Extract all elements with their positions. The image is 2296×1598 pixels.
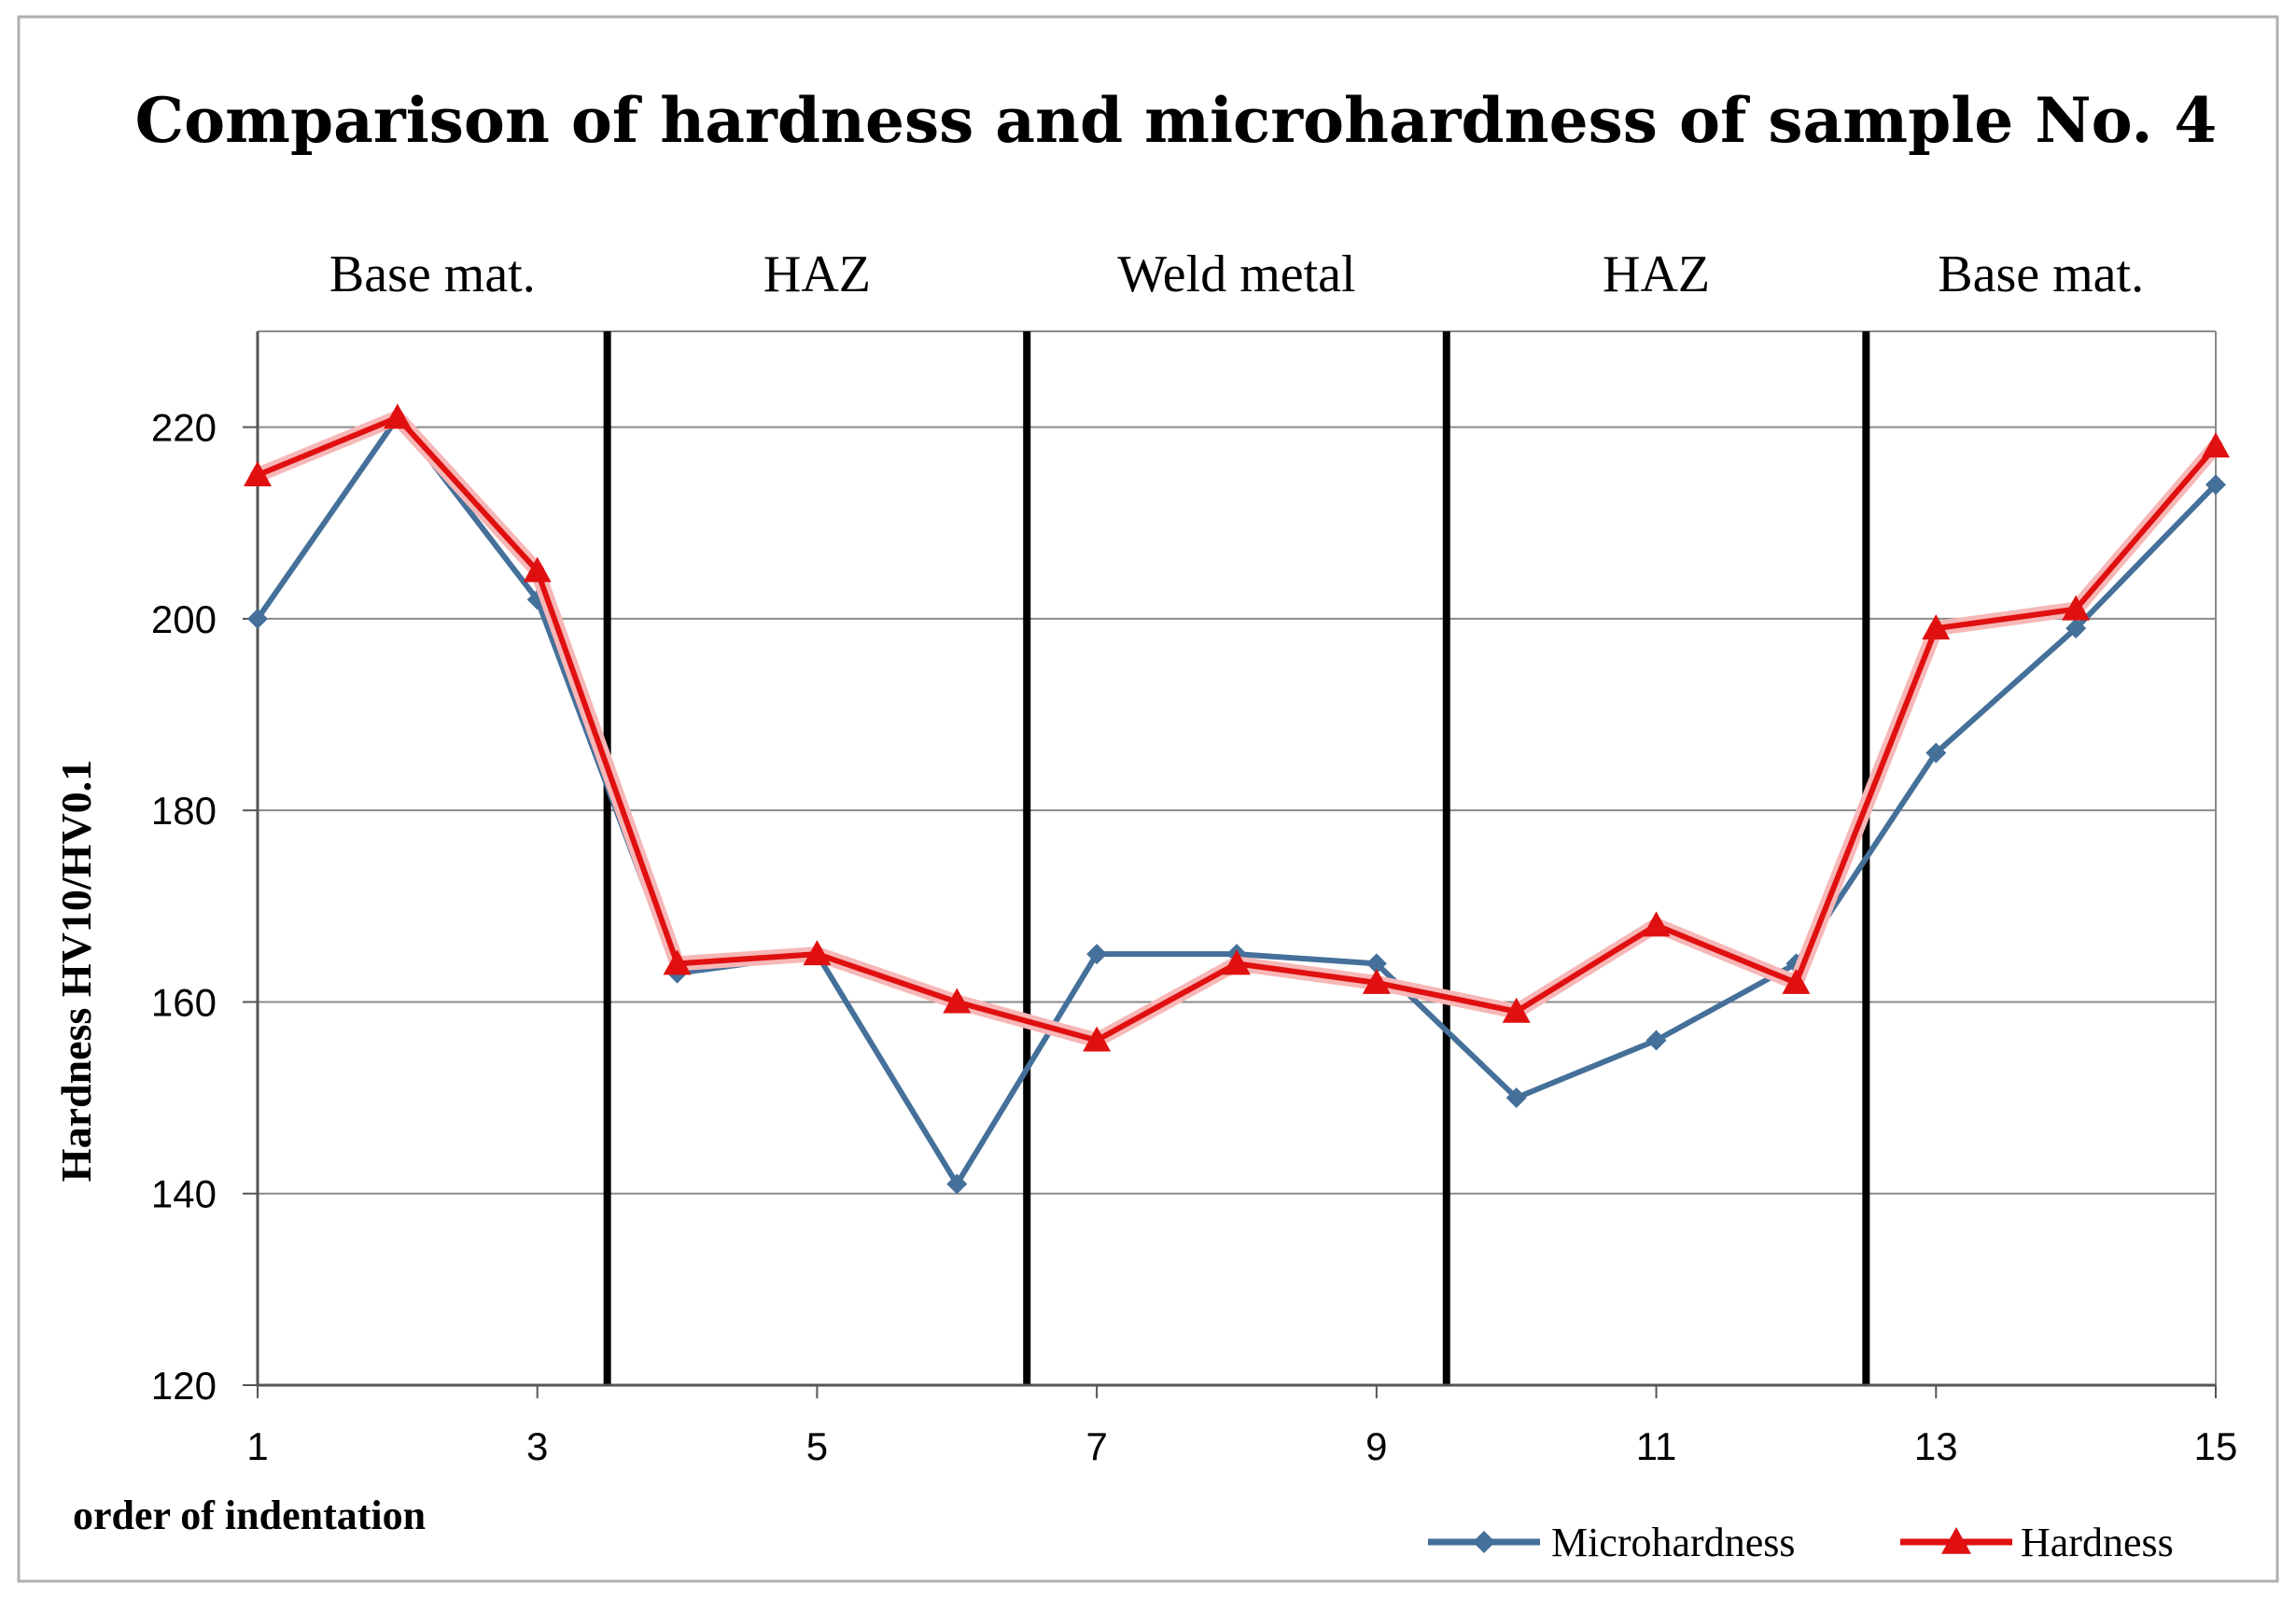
region-label-4: HAZ xyxy=(1603,245,1710,303)
series xyxy=(244,403,2230,1195)
legend-label-hardness: Hardness xyxy=(2021,1520,2174,1565)
y-tick-label-140: 140 xyxy=(151,1172,217,1216)
legend-marker-hardness xyxy=(1941,1527,1971,1554)
series-hardness xyxy=(244,403,2230,1052)
x-tick-label-15: 15 xyxy=(2194,1424,2238,1468)
data-point-microhardness-7 xyxy=(1086,944,1108,965)
region-labels: Base mat. HAZ Weld metal HAZ Base mat. xyxy=(329,245,2144,303)
x-tick-label-5: 5 xyxy=(806,1424,828,1468)
data-point-hardness-14 xyxy=(2062,595,2091,621)
data-point-hardness-7 xyxy=(1083,1026,1112,1052)
data-point-hardness-2 xyxy=(383,403,412,429)
data-point-hardness-8 xyxy=(1223,949,1251,975)
x-tick-label-9: 9 xyxy=(1365,1424,1387,1468)
legend-marker-microhardness xyxy=(1473,1531,1495,1553)
x-axis-label: order of indentation xyxy=(73,1493,426,1538)
legend-item-hardness: Hardness xyxy=(1900,1520,2174,1565)
legend-item-microhardness: Microhardness xyxy=(1428,1520,1796,1565)
data-point-hardness-6 xyxy=(943,988,972,1014)
data-point-microhardness-1 xyxy=(247,608,268,629)
grid xyxy=(258,330,2217,1385)
y-tick-label-120: 120 xyxy=(151,1364,217,1408)
data-point-microhardness-15 xyxy=(2205,474,2226,496)
y-axis-label: Hardness HV10/HV0.1 xyxy=(52,760,100,1182)
chart-title: Comparison of hardness and microhardness… xyxy=(135,84,2218,157)
data-point-hardness-4 xyxy=(663,949,692,975)
region-label-1: Base mat. xyxy=(329,245,536,303)
data-point-microhardness-6 xyxy=(946,1173,968,1195)
data-point-hardness-13 xyxy=(1922,614,1951,640)
data-point-hardness-10 xyxy=(1502,997,1531,1023)
region-label-5: Base mat. xyxy=(1938,245,2144,303)
x-tick-label-13: 13 xyxy=(1914,1424,1958,1468)
y-tick-label-220: 220 xyxy=(151,406,217,450)
legend: Microhardness Hardness xyxy=(1428,1520,2174,1565)
data-point-microhardness-13 xyxy=(1925,742,1947,764)
x-tick-label-1: 1 xyxy=(246,1424,268,1468)
data-point-hardness-11 xyxy=(1642,911,1671,937)
data-point-hardness-12 xyxy=(1782,968,1811,994)
x-tick-label-7: 7 xyxy=(1085,1424,1107,1468)
x-tick-label-3: 3 xyxy=(526,1424,548,1468)
data-point-hardness-9 xyxy=(1362,968,1391,994)
y-tick-label-160: 160 xyxy=(151,980,217,1024)
y-tick-label-180: 180 xyxy=(151,789,217,833)
x-tick-label-11: 11 xyxy=(1636,1424,1677,1468)
region-label-2: HAZ xyxy=(763,245,871,303)
data-point-hardness-15 xyxy=(2202,432,2230,458)
data-point-hardness-5 xyxy=(803,940,832,966)
legend-label-microhardness: Microhardness xyxy=(1551,1520,1796,1565)
outer-frame xyxy=(17,15,2279,1583)
data-point-hardness-3 xyxy=(523,556,552,582)
y-tick-label-200: 200 xyxy=(151,597,217,641)
data-point-microhardness-11 xyxy=(1645,1030,1667,1051)
region-label-3: Weld metal xyxy=(1117,245,1355,303)
data-point-microhardness-10 xyxy=(1505,1087,1527,1109)
data-point-microhardness-9 xyxy=(1365,953,1387,974)
data-point-hardness-1 xyxy=(244,460,272,486)
data-point-microhardness-14 xyxy=(2065,618,2087,639)
